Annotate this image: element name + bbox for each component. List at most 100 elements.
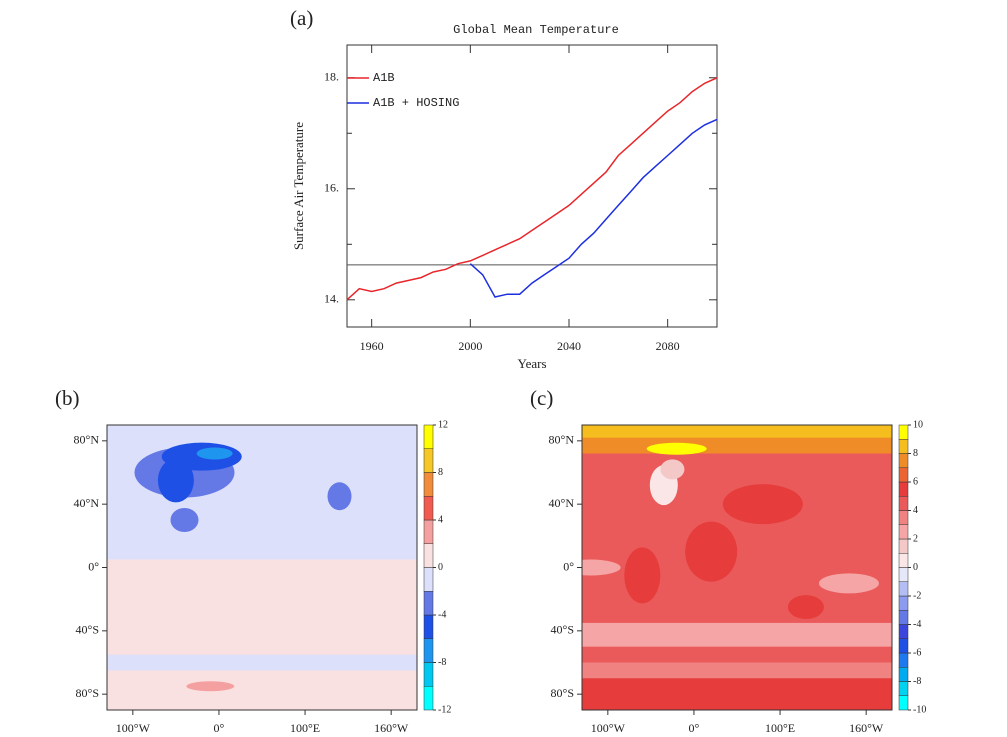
colorbar-segment	[898, 667, 909, 682]
field-patch	[722, 484, 803, 525]
field-band	[107, 425, 417, 560]
colorbar-tick-label: -6	[913, 647, 921, 658]
colorbar-tick-label: -4	[438, 609, 446, 620]
colorbar-segment	[898, 610, 909, 625]
colorbar-segment	[423, 496, 434, 521]
colorbar-tick-label: -12	[438, 704, 451, 715]
field-patch	[685, 521, 738, 582]
y-tick-label: 80°S	[551, 686, 574, 700]
colorbar-segment	[898, 638, 909, 654]
field-patch	[196, 447, 233, 460]
y-tick-label: 0°	[88, 559, 99, 573]
x-tick-label: 160°W	[374, 721, 409, 735]
colorbar-tick-label: 4	[438, 514, 443, 525]
colorbar-segment	[898, 553, 909, 568]
colorbar-segment	[423, 567, 434, 592]
field-patch	[327, 482, 352, 511]
colorbar-segment	[898, 496, 909, 511]
panel-label: (c)	[530, 386, 553, 410]
colorbar-segment	[423, 591, 434, 616]
x-tick-label: 2000	[458, 339, 482, 353]
field-patch	[157, 458, 194, 503]
series-line	[346, 77, 718, 301]
colorbar-segment	[898, 424, 909, 440]
colorbar-segment	[423, 662, 434, 687]
x-tick-label: 1960	[360, 339, 384, 353]
colorbar-segment	[898, 453, 909, 468]
y-tick-label: 40°N	[74, 496, 100, 510]
colorbar-tick-label: 8	[913, 448, 918, 459]
colorbar-tick-label: -10	[913, 704, 926, 715]
colorbar-tick-label: -4	[913, 619, 921, 630]
panel-label: (a)	[290, 6, 313, 30]
colorbar-segment	[423, 448, 434, 473]
field-patch	[660, 459, 685, 480]
colorbar-segment	[898, 439, 909, 454]
colorbar-segment	[423, 472, 434, 497]
colorbar-tick-label: -8	[438, 657, 446, 668]
colorbar-tick-label: 0	[913, 562, 918, 573]
y-tick-label: 80°N	[549, 433, 575, 447]
y-tick-label: 14.	[324, 292, 339, 306]
x-tick-label: 0°	[214, 721, 225, 735]
y-axis-label: Surface Air Temperature	[291, 122, 306, 250]
colorbar-tick-label: -8	[913, 676, 921, 687]
legend-label: A1B + HOSING	[373, 96, 459, 110]
colorbar-tick-label: 2	[913, 533, 918, 544]
field-patch	[582, 559, 621, 576]
map-field	[107, 425, 417, 710]
y-tick-label: 16.	[324, 181, 339, 195]
x-tick-label: 100°E	[765, 721, 795, 735]
colorbar-tick-label: 0	[438, 562, 443, 573]
chart-title: Global Mean Temperature	[453, 23, 619, 37]
field-band	[582, 678, 892, 710]
field-band	[582, 622, 892, 647]
y-tick-label: 0°	[563, 559, 574, 573]
x-tick-label: 2040	[557, 339, 581, 353]
field-patch	[624, 547, 661, 604]
colorbar-segment	[423, 519, 434, 544]
plot-frame	[346, 44, 718, 328]
x-tick-label: 160°W	[849, 721, 884, 735]
y-tick-label: 18.	[324, 70, 339, 84]
panel-label: (b)	[55, 386, 80, 410]
y-tick-label: 80°N	[74, 433, 100, 447]
colorbar-tick-label: -2	[913, 590, 921, 601]
field-patch	[170, 508, 199, 532]
x-tick-label: 0°	[689, 721, 700, 735]
y-tick-label: 40°S	[551, 623, 574, 637]
field-patch	[818, 573, 879, 594]
colorbar-segment	[898, 595, 909, 611]
colorbar-tick-label: 10	[913, 419, 923, 430]
field-patch	[787, 595, 824, 620]
colorbar-segment	[423, 686, 434, 711]
colorbar-tick-label: 4	[913, 505, 918, 516]
colorbar-tick-label: 12	[438, 419, 448, 430]
colorbar-segment	[898, 681, 909, 696]
y-tick-label: 80°S	[76, 686, 99, 700]
x-tick-label: 100°E	[290, 721, 320, 735]
colorbar-segment	[898, 538, 909, 554]
x-tick-label: 2080	[656, 339, 680, 353]
colorbar-segment	[898, 510, 909, 525]
colorbar-tick-label: 6	[913, 476, 918, 487]
colorbar-segment	[423, 614, 434, 639]
x-axis-label: Years	[517, 356, 546, 371]
field-band	[107, 654, 417, 671]
field-patch	[186, 681, 235, 692]
colorbar-segment	[898, 652, 909, 668]
colorbar-segment	[898, 524, 909, 540]
x-tick-label: 100°W	[591, 721, 626, 735]
colorbar-segment	[423, 543, 434, 568]
y-tick-label: 40°S	[76, 623, 99, 637]
colorbar-segment	[898, 695, 909, 711]
colorbar-segment	[898, 624, 909, 639]
colorbar-segment	[423, 638, 434, 663]
colorbar-tick-label: 8	[438, 467, 443, 478]
field-band	[582, 662, 892, 679]
field-band	[107, 559, 417, 710]
colorbar-segment	[898, 567, 909, 582]
x-tick-label: 100°W	[116, 721, 151, 735]
